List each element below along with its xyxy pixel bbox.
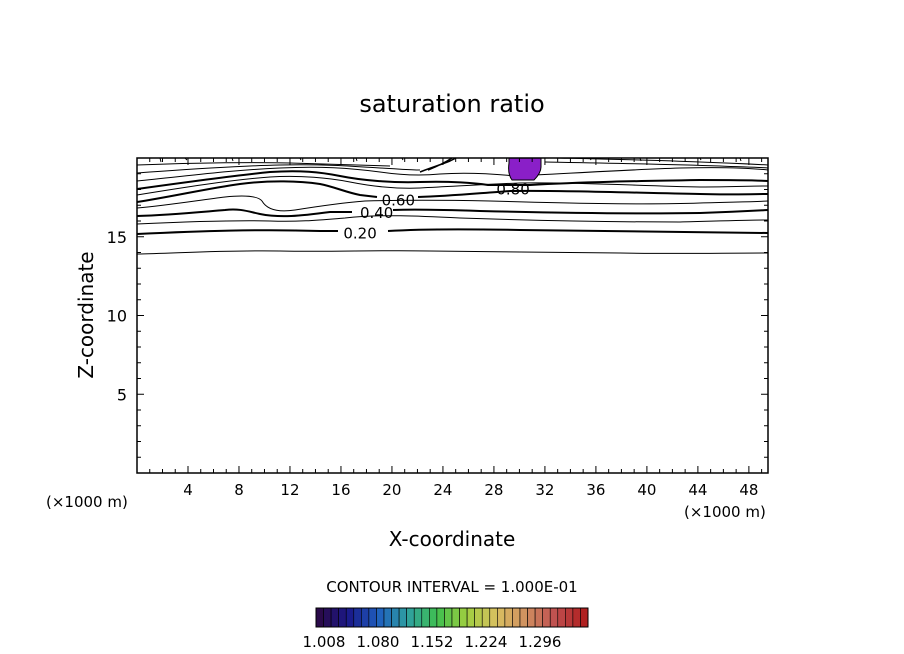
- x-tick-label: 20: [382, 481, 401, 499]
- colorbar-cell: [466, 607, 475, 628]
- x-tick-label: 40: [637, 481, 656, 499]
- y-axis-label: Z-coordinate: [74, 251, 98, 378]
- x-unit-label-right: (×1000 m): [684, 503, 766, 521]
- contour-line-0.60: [136, 180, 769, 203]
- contour-interval-label: CONTOUR INTERVAL = 1.000E-01: [326, 578, 577, 596]
- colorbar-cell: [413, 607, 423, 628]
- colorbar-cell: [383, 607, 392, 628]
- colorbar-cell: [534, 607, 543, 628]
- colorbar-cell: [474, 607, 483, 628]
- colorbar-cell: [368, 607, 377, 628]
- colorbar-cell: [391, 607, 400, 628]
- colorbar-cell: [504, 607, 513, 628]
- colorbar-cell: [429, 607, 438, 628]
- x-tick-label: 16: [331, 481, 350, 499]
- colorbar-tick-label: 1.080: [357, 633, 400, 651]
- x-axis-label: X-coordinate: [389, 527, 516, 551]
- x-tick-label: 24: [433, 481, 452, 499]
- contour-line: [159, 157, 742, 163]
- colorbar-cell: [361, 607, 370, 628]
- x-tick-label: 48: [739, 481, 758, 499]
- x-unit-label: (×1000 m): [46, 493, 128, 511]
- x-tick-label: 8: [234, 481, 244, 499]
- colorbar-cell: [345, 607, 355, 628]
- colorbar-cell: [557, 607, 566, 628]
- y-tick-label: 10: [107, 307, 127, 326]
- contour-line-0.40: [136, 208, 769, 218]
- chart-title: saturation ratio: [359, 90, 544, 118]
- contour-line: [136, 166, 769, 182]
- colorbar-cell: [527, 607, 536, 628]
- contour-line: [136, 215, 769, 225]
- colorbar-cell: [406, 607, 415, 628]
- contour-label: 0.20: [343, 225, 376, 243]
- x-tick-label: 32: [535, 481, 554, 499]
- colorbar-cell: [565, 607, 574, 628]
- colorbar-cell: [353, 607, 362, 628]
- contour-line: [136, 164, 421, 174]
- contour-labels: 0.20 0.400.60 0.80: [343, 181, 529, 243]
- contour-label: 0.60: [382, 192, 415, 210]
- colorbar-cell: [542, 607, 551, 628]
- contour-label: 0.40: [360, 204, 393, 222]
- contour-line: [136, 195, 769, 212]
- contour-line: [136, 250, 769, 255]
- x-tick-label: 44: [688, 481, 707, 499]
- colorbar-cell: [481, 607, 491, 628]
- supersaturation-region: [508, 157, 542, 181]
- colorbar-tick-label: 1.296: [519, 633, 562, 651]
- colorbar-cell: [323, 607, 332, 628]
- x-tick-label: 36: [586, 481, 605, 499]
- colorbar-tick-label: 1.008: [303, 633, 346, 651]
- colorbar-cell: [330, 607, 339, 628]
- x-tick-label: 12: [280, 481, 299, 499]
- colorbar-cell: [549, 607, 559, 628]
- plot-frame: [136, 157, 769, 474]
- contour-line-0.80: [136, 170, 769, 190]
- colorbar-cell: [398, 607, 407, 628]
- contour-line: [544, 161, 769, 169]
- colorbar-cell: [519, 607, 528, 628]
- colorbar-cell: [376, 607, 385, 628]
- colorbar-tick-label: 1.152: [411, 633, 454, 651]
- colorbar-cell: [580, 607, 589, 628]
- colorbar-cell: [451, 607, 460, 628]
- colorbar-cell: [572, 607, 581, 628]
- colorbar-cell: [444, 607, 453, 628]
- colorbar-cell: [497, 607, 506, 628]
- x-tick-label: 4: [183, 481, 193, 499]
- contour-line: [136, 175, 769, 196]
- colorbar-cell: [436, 607, 445, 628]
- colorbar-cell: [459, 607, 468, 628]
- contour-line-0.20: [136, 228, 769, 235]
- colorbar-cell: [315, 607, 324, 628]
- colorbar-cell: [421, 607, 430, 628]
- colorbar-cell: [338, 607, 347, 628]
- colorbar-frame: [315, 607, 589, 628]
- colorbar-cell: [512, 607, 521, 628]
- contour-label: 0.80: [496, 181, 529, 199]
- colorbar: 1.008 1.080 1.152 1.224 1.296: [303, 607, 589, 651]
- x-tick-label: 28: [484, 481, 503, 499]
- y-tick-label: 5: [117, 385, 127, 404]
- y-tick-label: 15: [107, 228, 127, 247]
- contour-lines: [136, 157, 769, 255]
- colorbar-tick-label: 1.224: [465, 633, 508, 651]
- contour-line: [419, 157, 457, 173]
- colorbar-cell: [489, 607, 498, 628]
